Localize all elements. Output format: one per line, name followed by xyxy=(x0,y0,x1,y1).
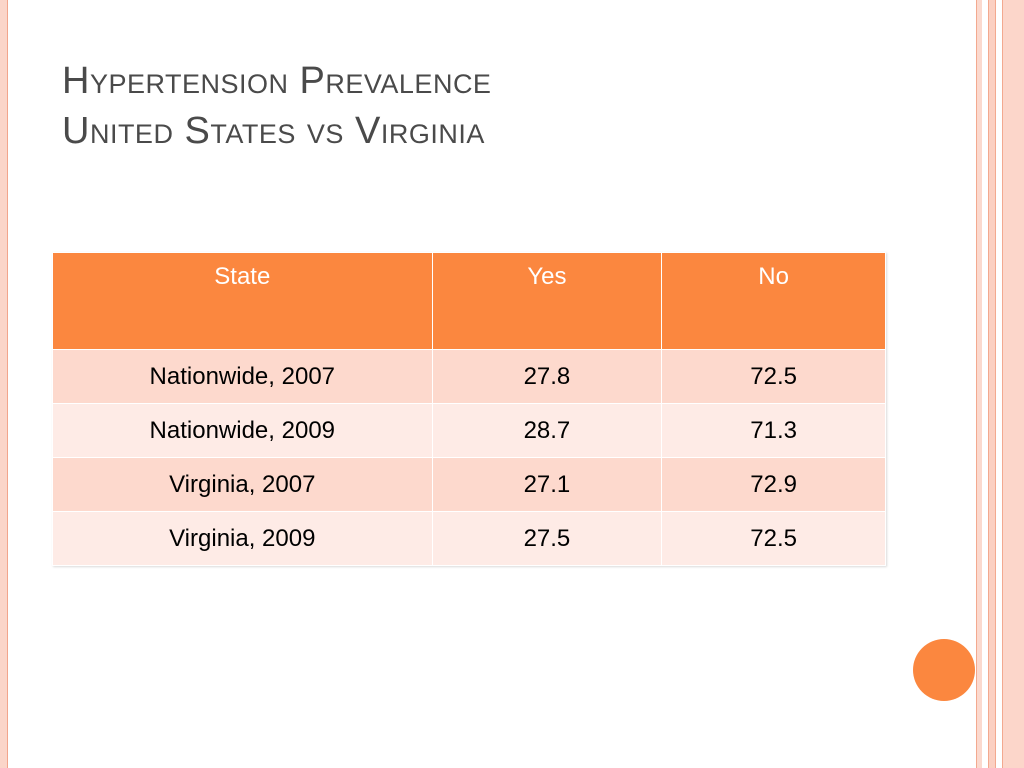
slide-title-line-1: Hypertension Prevalence xyxy=(62,60,492,102)
cell-yes: 27.8 xyxy=(431,349,663,404)
table-row: Nationwide, 2007 27.8 72.5 xyxy=(52,349,886,404)
cell-yes: 27.1 xyxy=(431,457,663,512)
cell-no: 72.9 xyxy=(661,457,886,512)
right-border-gap xyxy=(996,0,1002,768)
cell-yes: 27.5 xyxy=(431,511,663,566)
hypertension-table: State Yes No Nationwide, 2007 27.8 72.5 … xyxy=(52,252,886,566)
slide-title: Hypertension Prevalence United States vs… xyxy=(62,56,491,156)
right-border-gap xyxy=(982,0,988,768)
cell-no: 72.5 xyxy=(661,511,886,566)
cell-state: Virginia, 2009 xyxy=(52,511,433,566)
right-border-stripe xyxy=(1002,0,1024,768)
header-no: No xyxy=(661,252,886,350)
table-header-row: State Yes No xyxy=(52,252,886,350)
cell-yes: 28.7 xyxy=(431,403,663,458)
table-row: Virginia, 2007 27.1 72.9 xyxy=(52,457,886,512)
cell-state: Virginia, 2007 xyxy=(52,457,433,512)
right-border-stripe xyxy=(988,0,996,768)
cell-state: Nationwide, 2009 xyxy=(52,403,433,458)
cell-no: 71.3 xyxy=(661,403,886,458)
cell-state: Nationwide, 2007 xyxy=(52,349,433,404)
table-row: Nationwide, 2009 28.7 71.3 xyxy=(52,403,886,458)
slide-title-line-2: United States vs Virginia xyxy=(62,110,485,152)
decorative-circle xyxy=(913,639,975,701)
left-border-stripe xyxy=(0,0,8,768)
header-state: State xyxy=(52,252,433,350)
cell-no: 72.5 xyxy=(661,349,886,404)
table-row: Virginia, 2009 27.5 72.5 xyxy=(52,511,886,566)
right-border-stripe xyxy=(976,0,982,768)
header-yes: Yes xyxy=(431,252,663,350)
